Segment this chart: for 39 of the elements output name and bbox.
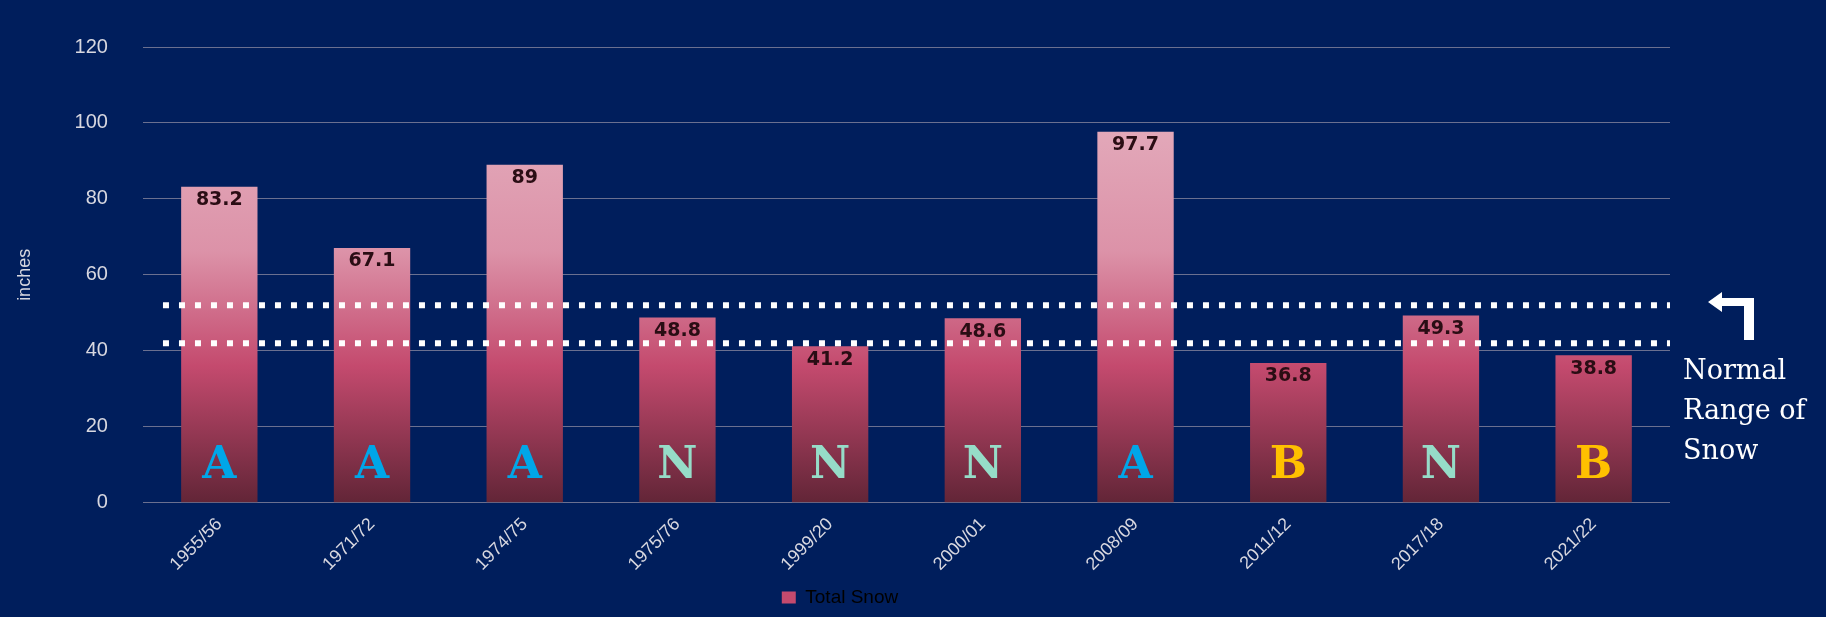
annotation: A — [506, 437, 543, 489]
data-label: 41.2 — [806, 346, 854, 369]
y-tick-label: 120 — [74, 34, 108, 57]
bar — [944, 318, 1022, 503]
annotation: N — [962, 437, 1003, 489]
y-tick-label: 80 — [85, 186, 108, 209]
annotation: B — [1269, 437, 1307, 489]
bar — [1402, 315, 1480, 503]
data-label: 38.8 — [1570, 355, 1618, 378]
data-label: 36.8 — [1264, 363, 1312, 386]
legend-label: Total Snow — [805, 585, 899, 607]
annotation: N — [657, 437, 698, 489]
data-label: 97.7 — [1112, 132, 1159, 155]
bar — [1555, 355, 1632, 503]
y-axis-title: inches — [13, 248, 34, 301]
annotation: A — [1117, 437, 1154, 489]
bar — [791, 346, 869, 503]
text: Normal Range of Snow — [1683, 353, 1808, 467]
y-tick-label: 0 — [96, 490, 108, 513]
bar — [486, 164, 563, 503]
data-label: 49.3 — [1417, 315, 1465, 338]
annotation: A — [353, 437, 390, 489]
annotation: N — [810, 437, 851, 489]
data-label: 89 — [511, 165, 538, 188]
annotation: N — [1420, 437, 1462, 489]
y-tick-label: 20 — [85, 414, 108, 437]
data-label: 83.2 — [195, 187, 243, 210]
bar — [333, 247, 411, 503]
annotation: B — [1575, 437, 1613, 489]
bar — [1097, 131, 1174, 503]
annotation: A — [201, 437, 238, 489]
bar — [639, 317, 716, 503]
data-label: 67.1 — [348, 248, 396, 271]
bar — [181, 186, 258, 503]
y-tick-label: 60 — [85, 262, 108, 285]
y-tick-label: 40 — [85, 338, 108, 361]
data-label: 48.8 — [653, 317, 701, 340]
y-tick-label: 100 — [74, 110, 108, 133]
data-label: 48.6 — [959, 318, 1007, 341]
